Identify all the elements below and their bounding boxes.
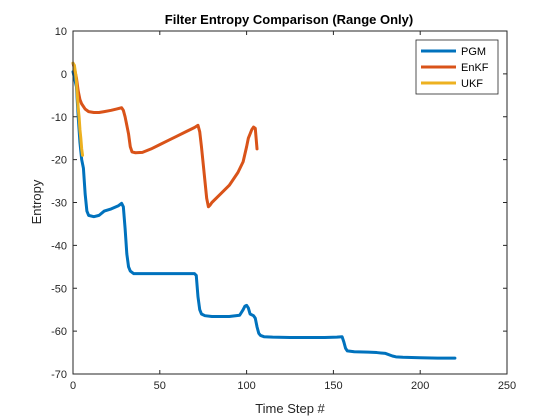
- y-tick-label: 10: [55, 26, 67, 38]
- x-tick-label: 50: [154, 380, 166, 392]
- y-tick-label: -60: [51, 326, 67, 338]
- legend-label-ukf: UKF: [461, 78, 483, 90]
- y-tick-label: -30: [51, 198, 67, 210]
- legend-items: PGM EnKF UKF: [421, 46, 489, 90]
- x-tick-label: 100: [237, 380, 255, 392]
- y-tick-label: -10: [51, 112, 67, 124]
- series-line-pgm: [71, 70, 457, 360]
- legend-label-pgm: PGM: [461, 46, 486, 58]
- x-tick-label: 150: [324, 380, 342, 392]
- axes-box: [72, 30, 508, 375]
- x-axis-label: Time Step #: [255, 401, 325, 416]
- lines-layer: [71, 61, 457, 360]
- x-tick-label: 0: [70, 380, 76, 392]
- y-tick-label: -70: [51, 369, 67, 381]
- series-line-ukf: [71, 61, 85, 157]
- y-tick-label: -40: [51, 240, 67, 252]
- legend-label-enkf: EnKF: [461, 62, 489, 74]
- y-axis-label: Entropy: [29, 179, 44, 224]
- y-tick-label: -20: [51, 155, 67, 167]
- chart-title: Filter Entropy Comparison (Range Only): [165, 12, 413, 27]
- legend: PGM EnKF UKF: [415, 39, 499, 95]
- y-tick-label: -50: [51, 283, 67, 295]
- x-tick-label: 250: [498, 380, 516, 392]
- y-tick-label: 0: [61, 69, 67, 81]
- series-line-enkf: [71, 61, 259, 209]
- x-tick-label: 200: [411, 380, 429, 392]
